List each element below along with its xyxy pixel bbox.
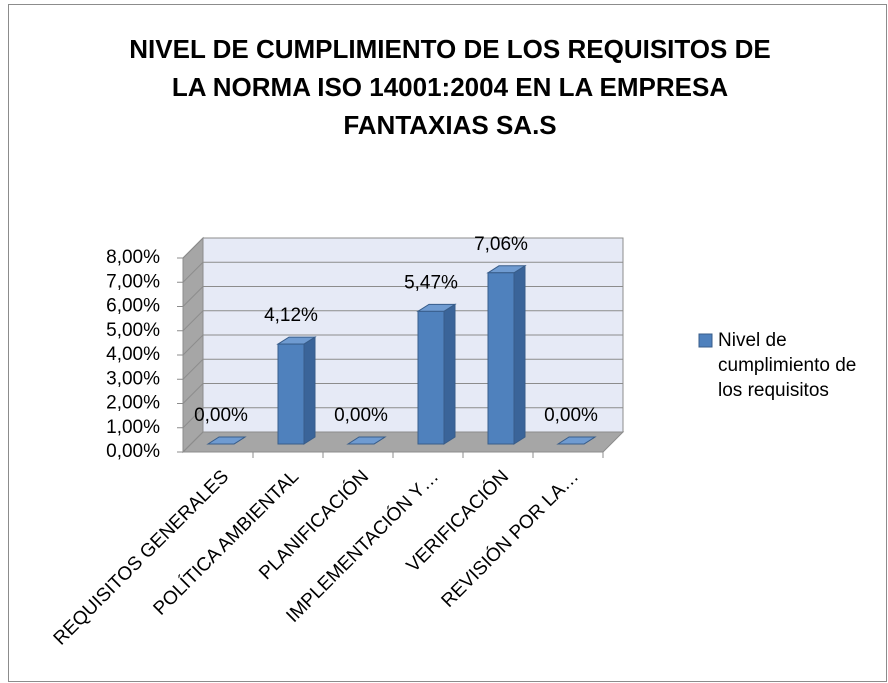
bar-top: [556, 436, 597, 445]
chart-title: NIVEL DE CUMPLIMIENTO DE LOS REQUISITOS …: [129, 34, 771, 140]
y-tick-label: 7,00%: [106, 271, 160, 292]
y-tick-label: 4,00%: [106, 344, 160, 365]
grid-line: [182, 286, 204, 307]
bar: [277, 343, 305, 445]
grid-line: [182, 310, 204, 332]
grid-line: [182, 407, 204, 429]
legend-label: Nivel de cumplimiento de los requisitos: [718, 330, 857, 401]
bar-side: [513, 264, 526, 445]
bar-top: [206, 436, 247, 445]
bar-side: [443, 303, 456, 445]
bar: [417, 310, 445, 445]
data-label: 0,00%: [544, 405, 598, 426]
grid-line: [182, 358, 204, 380]
y-tick-label: 3,00%: [106, 368, 160, 389]
data-label: 0,00%: [194, 405, 248, 426]
grid-line: [182, 237, 204, 259]
legend-swatch: [698, 333, 713, 348]
y-tick-label: 0,00%: [106, 441, 160, 462]
data-label: 4,12%: [264, 305, 318, 326]
grid-line: [182, 261, 204, 283]
y-tick-label: 6,00%: [106, 296, 160, 317]
data-label: 0,00%: [334, 405, 388, 426]
bar-top: [346, 436, 387, 445]
grid-line: [182, 383, 204, 404]
bar: [487, 272, 515, 445]
data-label: 7,06%: [474, 234, 528, 255]
floor: [181, 431, 625, 453]
y-tick-label: 5,00%: [106, 320, 160, 341]
grid-line: [182, 334, 204, 356]
data-label: 5,47%: [404, 272, 458, 293]
grid-line: [182, 431, 204, 453]
y-tick-label: 8,00%: [106, 247, 160, 268]
y-tick-label: 2,00%: [106, 393, 160, 414]
bar-side: [303, 336, 316, 445]
y-tick-label: 1,00%: [106, 417, 160, 438]
